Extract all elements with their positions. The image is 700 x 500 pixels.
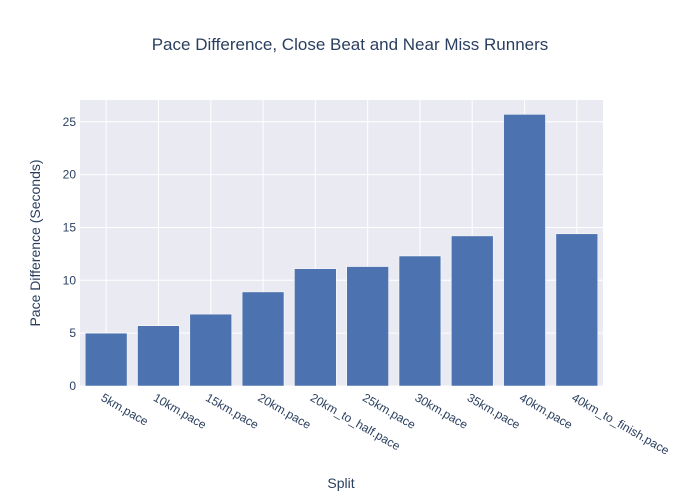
bar: [451, 235, 494, 387]
y-tick-label: 10: [63, 273, 77, 287]
bar: [84, 332, 128, 387]
x-axis-title: Split: [327, 475, 354, 491]
y-axis-ticks: 0 5 10 15 20 25: [63, 115, 77, 393]
y-tick-label: 15: [63, 220, 77, 234]
y-axis-title: Pace Difference (Seconds): [27, 159, 43, 326]
y-tick-label: 20: [63, 168, 77, 182]
bar: [503, 114, 546, 387]
bar: [294, 268, 337, 387]
bars: [84, 114, 599, 387]
chart-title: Pace Difference, Close Beat and Near Mis…: [152, 35, 549, 54]
y-tick-label: 0: [69, 379, 76, 393]
bar: [137, 325, 180, 387]
y-tick-label: 25: [63, 115, 77, 129]
bar: [346, 266, 389, 387]
bar: [555, 233, 599, 387]
bar: [241, 291, 285, 387]
y-tick-label: 5: [69, 326, 76, 340]
bar: [189, 313, 232, 387]
bar: [398, 255, 442, 387]
